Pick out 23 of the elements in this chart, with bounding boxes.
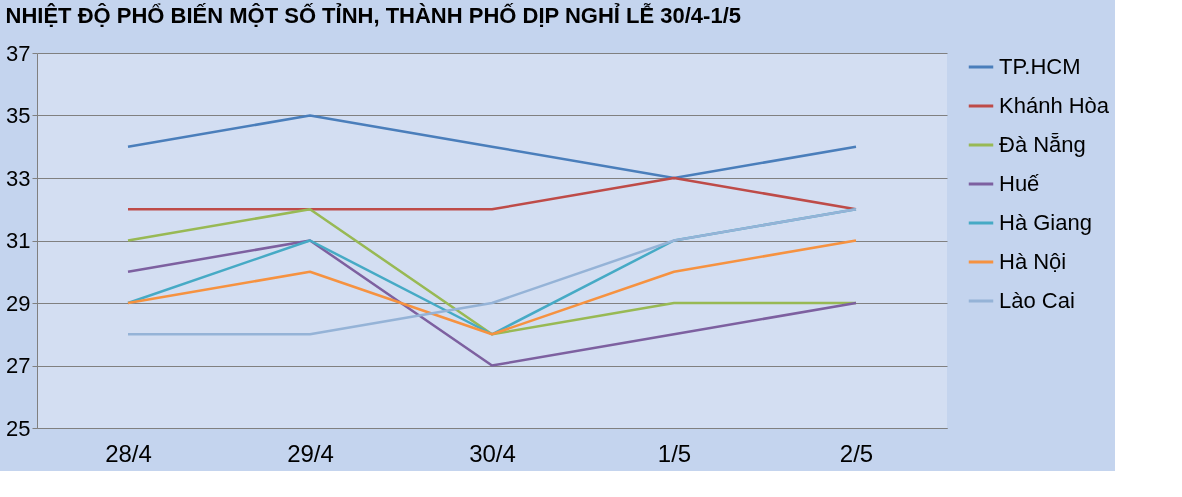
y-tick-label: 27	[6, 353, 31, 378]
legend-label: Huế	[999, 171, 1040, 196]
legend-label: TP.HCM	[999, 54, 1081, 79]
y-tick-label: 25	[6, 415, 31, 441]
x-tick-label: 2/5	[839, 439, 874, 467]
x-tick-label: 28/4	[105, 439, 152, 467]
y-tick-label: 35	[6, 103, 31, 128]
y-tick-label: 33	[6, 165, 31, 191]
legend-label: Khánh Hòa	[999, 93, 1110, 118]
legend-label: Hà Nội	[999, 249, 1067, 274]
x-tick-label: 1/5	[657, 439, 692, 467]
line-series	[126, 208, 858, 336]
x-tick-label: 29/4	[287, 439, 334, 467]
x-tick-label: 30/4	[469, 439, 516, 467]
line-series	[126, 239, 858, 336]
legend-label: Lào Cai	[999, 288, 1075, 313]
y-tick-label: 31	[6, 228, 31, 253]
legend-label: Hà Giang	[999, 210, 1092, 235]
legend-label: Đà Nẵng	[999, 132, 1086, 157]
chart-title: NHIỆT ĐỘ PHỔ BIẾN MỘT SỐ TỈNH, THÀNH PHỐ DỊP NGHỈ LỄ 30/4-1/5	[5, 2, 741, 28]
y-tick-label: 37	[6, 40, 31, 66]
line-series	[126, 239, 858, 367]
y-tick-label: 29	[6, 290, 31, 316]
